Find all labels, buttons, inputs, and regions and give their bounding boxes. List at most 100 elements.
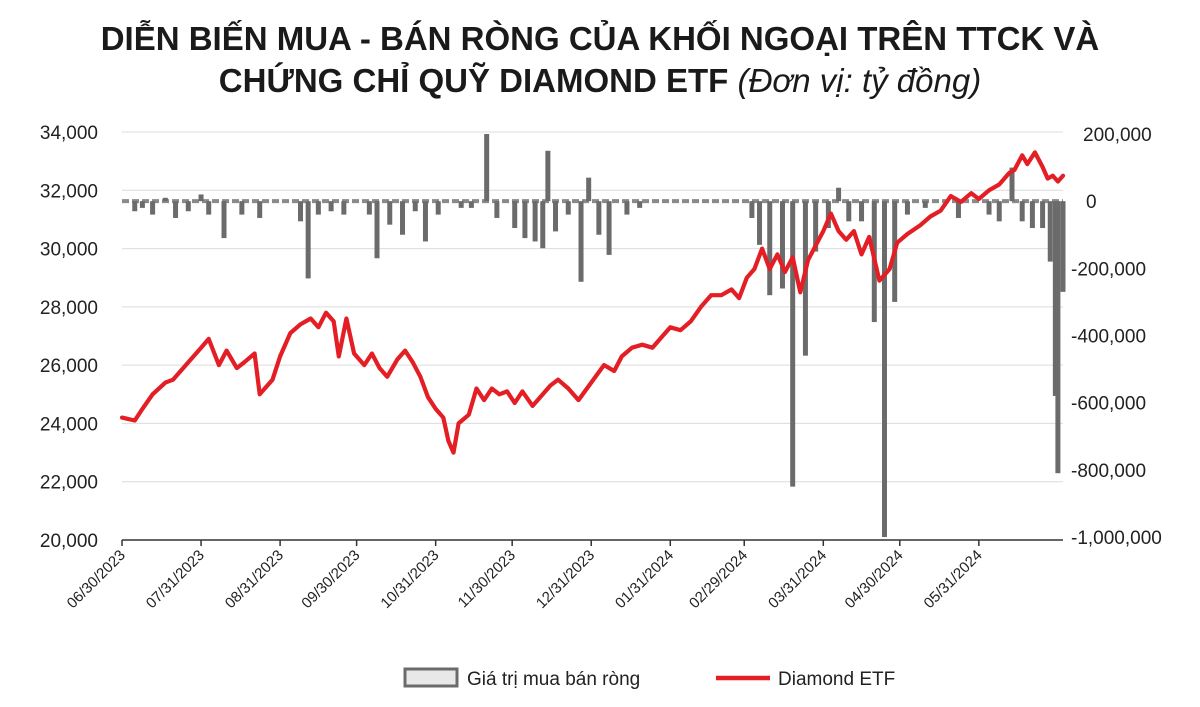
net-value-bar <box>185 201 191 212</box>
left-tick-label: 28,000 <box>40 298 98 319</box>
net-value-bar <box>813 201 819 252</box>
net-value-bar <box>315 201 321 215</box>
net-value-bar <box>400 201 406 235</box>
net-value-bar <box>1019 201 1025 222</box>
x-tick-label: 12/31/2023 <box>533 547 598 612</box>
net-value-bar <box>374 201 380 259</box>
line-series-diamond-etf <box>119 150 1066 455</box>
legend-bar-swatch <box>403 667 459 688</box>
x-tick-label: 08/31/2023 <box>222 547 287 612</box>
net-value-bar <box>1047 201 1053 262</box>
net-value-bar <box>996 201 1002 222</box>
net-value-bar <box>198 194 204 202</box>
net-value-bar <box>596 201 602 235</box>
net-value-bar <box>173 201 179 218</box>
net-value-bar <box>749 201 755 218</box>
net-value-bar <box>458 201 464 208</box>
legend: Giá trị mua bán ròng Diamond ETF <box>403 667 895 690</box>
net-value-bar <box>1052 201 1058 396</box>
net-value-bar <box>790 201 796 487</box>
net-value-bar <box>484 134 490 202</box>
left-tick-label: 24,000 <box>40 414 98 435</box>
net-value-bar <box>468 201 474 208</box>
net-value-bar <box>606 201 612 255</box>
title-line-1: DIỄN BIẾN MUA - BÁN RÒNG CỦA KHỐI NGOẠI … <box>100 20 1100 57</box>
net-value-bar <box>387 201 393 225</box>
net-value-bar <box>1040 201 1046 229</box>
net-value-bar <box>221 201 227 239</box>
net-value-bar <box>341 201 347 215</box>
chart-title: DIỄN BIẾN MUA - BÁN RÒNG CỦA KHỐI NGOẠI … <box>0 18 1200 102</box>
net-value-bar <box>435 201 441 215</box>
net-value-bar <box>239 201 245 215</box>
net-value-bar <box>904 201 910 215</box>
net-value-bar <box>139 201 145 208</box>
net-value-bar <box>422 201 428 242</box>
net-value-bar <box>305 201 311 279</box>
net-value-bar <box>257 201 263 218</box>
net-value-bar <box>846 201 852 222</box>
net-value-bar <box>132 201 138 212</box>
title-main: CHỨNG CHỈ QUỸ DIAMOND ETF <box>218 62 729 99</box>
net-value-bar <box>836 187 842 202</box>
right-tick-label: 200,000 <box>1083 125 1152 146</box>
gridlines <box>122 131 1063 541</box>
net-value-bar <box>1055 201 1061 474</box>
legend-label-diamond-etf: Diamond ETF <box>778 669 895 690</box>
x-tick-label: 06/30/2023 <box>64 547 129 612</box>
right-tick-label: -200,000 <box>1071 259 1146 280</box>
net-value-bar <box>162 197 168 202</box>
legend-label-net-value: Giá trị mua bán ròng <box>467 669 640 690</box>
net-value-bar <box>922 201 928 208</box>
right-tick-label: 0 <box>1086 192 1097 213</box>
bar-series-net-value <box>132 134 1066 537</box>
net-value-bar <box>412 201 418 212</box>
right-tick-label: -1,000,000 <box>1071 528 1162 549</box>
net-value-bar <box>1009 167 1015 202</box>
title-unit: (Đơn vị: tỷ đồng) <box>737 62 982 99</box>
net-value-bar <box>586 177 592 202</box>
x-tick-label: 10/31/2023 <box>377 547 442 612</box>
right-tick-label: -800,000 <box>1071 461 1146 482</box>
net-value-bar <box>757 201 763 245</box>
net-value-bar <box>637 201 643 208</box>
x-tick-label: 07/31/2023 <box>143 547 208 612</box>
net-value-bar <box>578 201 584 282</box>
net-value-bar <box>553 201 559 232</box>
net-value-bar <box>512 201 518 229</box>
net-value-bar <box>328 201 334 212</box>
left-tick-label: 34,000 <box>40 123 98 144</box>
net-value-bar <box>859 201 865 222</box>
net-value-bar <box>1060 201 1066 292</box>
net-value-bar <box>986 201 992 215</box>
net-value-bar <box>206 201 212 215</box>
left-tick-label: 30,000 <box>40 240 98 261</box>
net-value-bar <box>1029 201 1035 229</box>
x-tick-label: 05/31/2024 <box>921 547 986 612</box>
title-line-2: CHỨNG CHỈ QUỸ DIAMOND ETF (Đơn vị: tỷ đồ… <box>0 60 1200 102</box>
x-tick-label: 11/30/2023 <box>455 547 519 611</box>
x-tick-label: 02/29/2024 <box>686 547 751 612</box>
net-value-bar <box>955 201 961 218</box>
net-value-bar <box>532 201 538 242</box>
net-value-bar <box>540 201 546 249</box>
x-tick-label: 09/30/2023 <box>298 547 363 612</box>
net-value-bar <box>366 201 372 215</box>
x-tick-label: 01/31/2024 <box>612 547 677 612</box>
net-value-bar <box>881 201 887 537</box>
x-tick-label: 03/31/2024 <box>765 547 830 612</box>
x-tick-label: 04/30/2024 <box>842 547 907 612</box>
right-tick-label: -600,000 <box>1071 394 1146 415</box>
net-value-bar <box>565 201 571 215</box>
net-value-bar <box>298 201 304 222</box>
net-value-bar <box>150 201 156 215</box>
net-value-bar <box>779 201 785 289</box>
right-tick-label: -400,000 <box>1071 327 1146 348</box>
net-value-bar <box>767 201 773 296</box>
left-tick-label: 32,000 <box>40 181 98 202</box>
left-tick-label: 20,000 <box>40 531 98 552</box>
net-value-bar <box>545 150 551 202</box>
left-tick-label: 26,000 <box>40 356 98 377</box>
net-value-bar <box>624 201 630 215</box>
